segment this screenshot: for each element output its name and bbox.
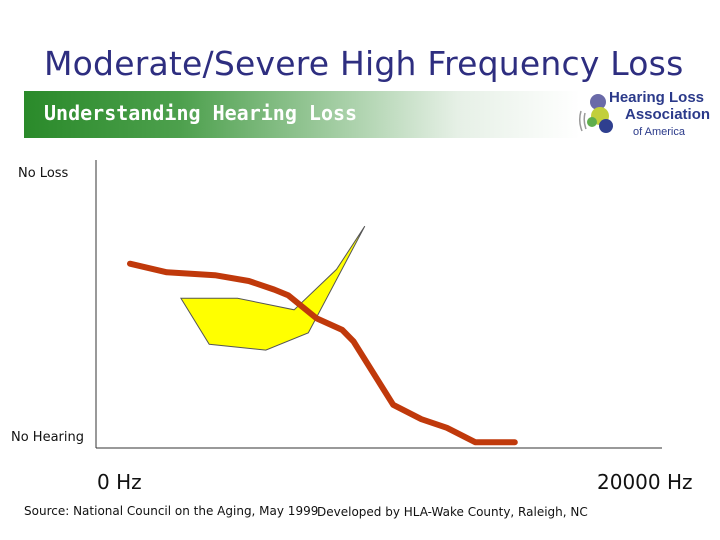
x-tick-label-left: 0 Hz bbox=[97, 470, 142, 494]
credit-note: Developed by HLA-Wake County, Raleigh, N… bbox=[317, 505, 588, 519]
section-banner bbox=[24, 91, 580, 138]
series-line-hearing-loss bbox=[127, 260, 518, 446]
logo-text-line1: Hearing Loss bbox=[609, 89, 705, 106]
logo-text-line2: Association bbox=[625, 106, 711, 123]
x-tick-label-right: 20000 Hz bbox=[597, 470, 693, 494]
section-banner-text: Understanding Hearing Loss bbox=[44, 101, 358, 125]
y-tick-label-bottom: No Hearing bbox=[11, 430, 84, 445]
source-note: Source: National Council on the Aging, M… bbox=[24, 504, 319, 518]
y-tick-label-top: No Loss bbox=[18, 166, 69, 181]
slide-title: Moderate/Severe High Frequency Loss bbox=[44, 44, 684, 83]
speech-banana bbox=[180, 225, 366, 351]
logo-text-line3: of America bbox=[633, 126, 685, 138]
hla-logo-icon bbox=[578, 94, 613, 133]
